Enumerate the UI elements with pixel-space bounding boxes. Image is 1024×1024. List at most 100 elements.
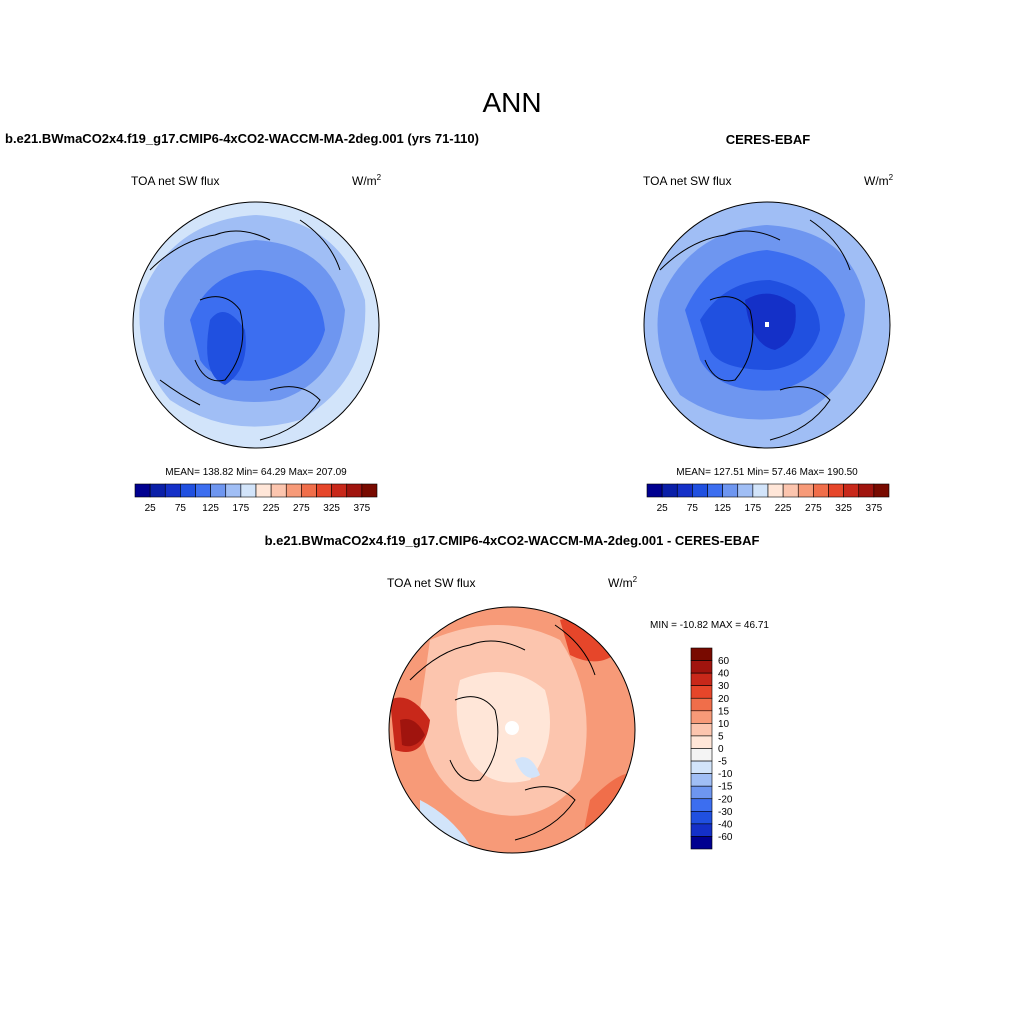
stats: MEAN= 138.82 Min= 64.29 Max= 207.09 [165, 467, 347, 478]
colorbar-box [661, 483, 678, 498]
colorbar-box [646, 483, 663, 498]
colorbar-label: 0 [718, 744, 724, 755]
colorbar-label: -60 [718, 832, 733, 843]
colorbar-label: 20 [718, 694, 730, 705]
colorbar-label: 75 [687, 503, 699, 514]
variable-label: TOA net SW flux [131, 174, 219, 188]
units-sup: 2 [377, 173, 382, 182]
colorbar-box [180, 483, 196, 498]
colorbar-label: 225 [775, 503, 792, 514]
colorbar-box [240, 483, 257, 498]
colorbar-label: 25 [657, 503, 669, 514]
variable-label: TOA net SW flux [643, 174, 731, 188]
colorbar-box [752, 483, 769, 498]
colorbar-label: 30 [718, 681, 730, 692]
colorbar-box [690, 647, 713, 661]
colorbar-box [828, 483, 844, 498]
colorbar-box [737, 483, 754, 498]
colorbar-box [134, 483, 151, 498]
colorbar-box [690, 710, 713, 724]
colorbar-box [690, 697, 713, 712]
colorbar-box [767, 483, 784, 498]
colorbar-label: 125 [202, 503, 219, 514]
stats: MIN = -10.82 MAX = 46.71 [650, 620, 769, 631]
colorbar-box [270, 483, 287, 498]
colorbar-box [722, 483, 739, 498]
colorbar-label: 375 [354, 503, 371, 514]
map [133, 202, 379, 448]
map [389, 607, 635, 853]
colorbar-box [210, 483, 227, 498]
panel-title: b.e21.BWmaCO2x4.f19_g17.CMIP6-4xCO2-WACC… [5, 131, 479, 146]
map [644, 202, 890, 448]
colorbar-box [690, 785, 713, 800]
colorbar-box [346, 483, 363, 498]
units: W/m [608, 576, 633, 590]
colorbar-box [692, 483, 708, 498]
panel-title: CERES-EBAF [726, 132, 811, 147]
colorbar-box [690, 660, 713, 674]
figure-title: ANN [482, 87, 541, 118]
colorbar-label: 175 [745, 503, 762, 514]
colorbar-box [690, 723, 713, 737]
colorbar-box [690, 811, 713, 825]
colorbar-label: 225 [263, 503, 280, 514]
colorbar-box [690, 798, 713, 812]
colorbar-box [873, 483, 890, 498]
colorbar-label: -20 [718, 794, 733, 805]
colorbar-box [690, 836, 713, 850]
colorbar-box [843, 483, 860, 498]
units-sup: 2 [889, 173, 894, 182]
colorbar-box [690, 823, 713, 837]
colorbar-label: 75 [175, 503, 187, 514]
units-label: W/m2 [608, 575, 638, 590]
colorbar-label: 5 [718, 731, 724, 742]
map-border [388, 606, 636, 854]
colorbar-box [690, 748, 713, 762]
colorbar-label: 25 [145, 503, 157, 514]
colorbar-label: 275 [805, 503, 822, 514]
colorbar-box [690, 735, 713, 749]
colorbar-box [690, 672, 713, 686]
colorbar-label: 325 [835, 503, 852, 514]
colorbar-label: 275 [293, 503, 310, 514]
colorbar-label: 60 [718, 656, 730, 667]
colorbar-label: 15 [718, 706, 730, 717]
colorbar-box [858, 483, 875, 498]
colorbar-box [225, 483, 242, 498]
colorbar-box [195, 483, 211, 498]
colorbar-label: -30 [718, 807, 733, 818]
colorbar-box [301, 483, 317, 498]
units-label: W/m2 [352, 173, 382, 188]
colorbar-label: 40 [718, 669, 730, 680]
colorbar-box [690, 773, 713, 787]
colorbar-box [676, 483, 693, 498]
colorbar-label: 325 [323, 503, 340, 514]
colorbar-box [164, 483, 181, 498]
colorbar-label: -10 [718, 769, 733, 780]
colorbar-label: 375 [866, 503, 883, 514]
colorbar-box [690, 685, 713, 699]
colorbar: 25 75 125 175 225 275 325 375 [646, 483, 890, 514]
variable-label: TOA net SW flux [387, 576, 475, 590]
panel-title: b.e21.BWmaCO2x4.f19_g17.CMIP6-4xCO2-WACC… [265, 533, 760, 548]
map-border [132, 201, 380, 449]
colorbar-box [797, 483, 814, 498]
colorbar-label: -40 [718, 819, 733, 830]
colorbar-label: 125 [714, 503, 731, 514]
colorbar-box [316, 483, 332, 498]
colorbar-box [255, 483, 272, 498]
colorbar-label: 10 [718, 719, 730, 730]
colorbar-box [690, 760, 713, 774]
map-border [643, 201, 891, 449]
units-sup: 2 [633, 575, 638, 584]
units-label: W/m2 [864, 173, 894, 188]
colorbar-box [331, 483, 348, 498]
colorbar-label: 175 [233, 503, 250, 514]
colorbar-box [361, 483, 378, 498]
colorbar-box [707, 483, 723, 498]
colorbar-box [149, 483, 166, 498]
colorbar-box [782, 483, 799, 498]
